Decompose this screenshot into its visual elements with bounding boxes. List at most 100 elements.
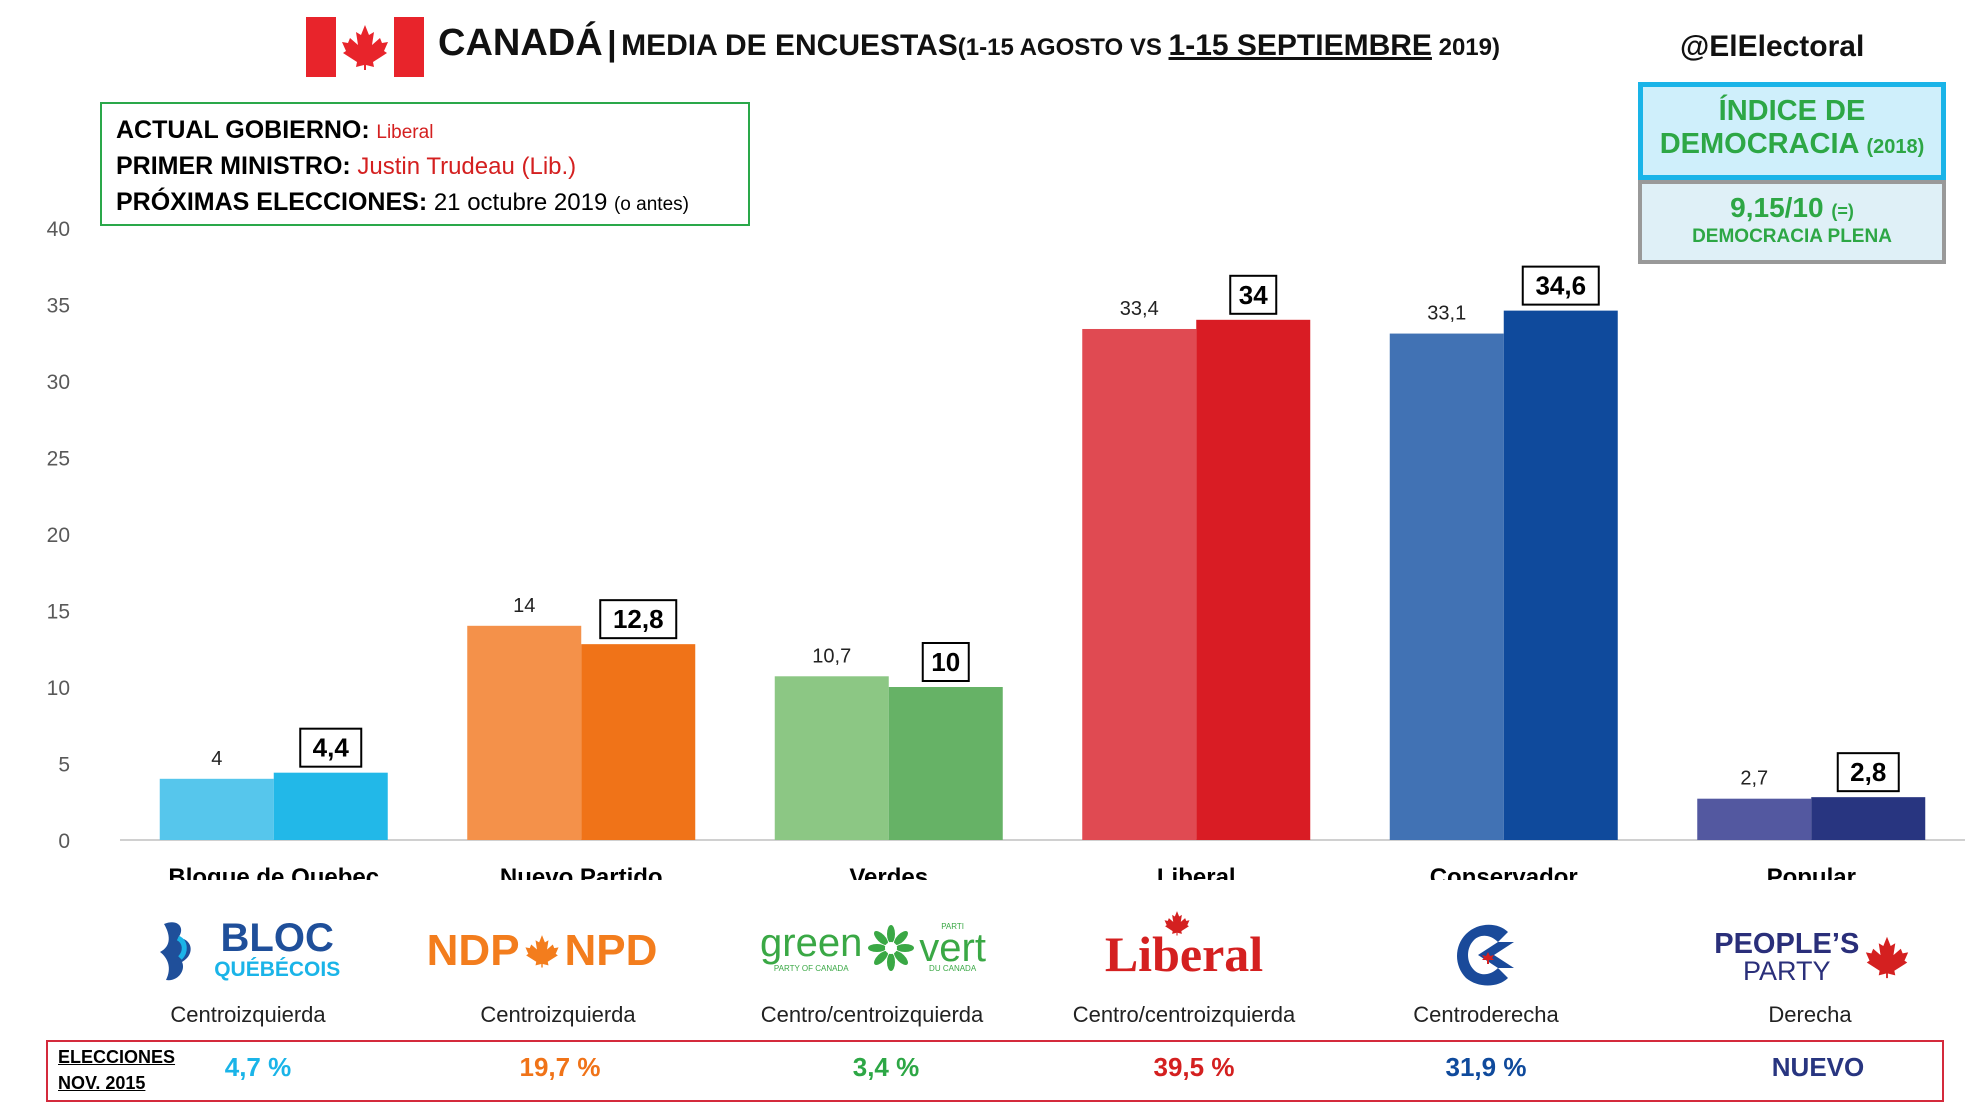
bars-group [159,310,1926,840]
democracy-category: DEMOCRACIA PLENA [1692,226,1892,247]
ndp-npd-logo: NDP NPD [422,926,662,998]
peoples-party-logo: PEOPLE’S PARTY [1690,930,1934,1002]
green-party-logo: green PARTY OF CANADA PARTI vert DU CANA… [742,922,1004,994]
liberal-maple-leaf-icon [1164,911,1190,936]
bloc-quebecois-logo: BLOC QUÉBÉCOIS [128,918,368,990]
elections-note: (o antes) [613,194,689,215]
ideology-popular: Derecha [1768,1002,1852,1027]
category-label: Liberal [1157,864,1236,880]
pm-row: PRIMER MINISTRO: Justin Trudeau (Lib.) [116,148,734,184]
y-tick-label: 35 [47,295,70,318]
democracy-index-header: ÍNDICE DE DEMOCRACIA (2018) [1638,82,1946,180]
gov-row: ACTUAL GOBIERNO: Liberal [116,112,734,148]
data-label: 33,1 [1427,303,1466,325]
conservative-party-logo [1365,920,1605,992]
bar [273,772,388,840]
pm-label: PRIMER MINISTRO: [116,152,351,180]
bar [1697,798,1812,840]
data-label-box [1521,265,1600,306]
title-main: MEDIA DE ENCUESTAS [621,29,958,62]
bloc-logo-subtext: QUÉBÉCOIS [214,958,341,981]
democracy-index-score-box: 9,15/10 (=) DEMOCRACIA PLENA [1638,180,1946,264]
democracy-change: (=) [1831,201,1854,221]
gov-label: ACTUAL GOBIERNO: [116,116,370,144]
title-separator: | [607,25,617,63]
elections-label-line2: NOV. 2015 [58,1073,146,1093]
elections-2015-label: ELECCIONES NOV. 2015 [58,1044,175,1096]
data-label: 4 [211,748,222,770]
author-handle: @ElElectoral [1680,30,1865,63]
conservative-c-icon [1457,924,1514,986]
democracy-title-line1: ÍNDICE DE [1718,95,1866,127]
bar [159,778,274,840]
elections-label-line1: ELECCIONES [58,1047,176,1067]
gov-value: Liberal [376,122,434,143]
poll-bar-chart: 0 5 10 15 20 25 30 35 40 4 4,4 14 12,8 10,7 10 33,4 34 3… [47,218,1965,880]
result-2015-ndp: 19,7 % [519,1052,601,1082]
party-logo-text: PARTY [1743,956,1831,986]
democracy-score: 9,15/10 [1730,192,1824,223]
peoples-maple-leaf-icon [1865,936,1908,979]
data-label-boxed: 4,4 [313,733,350,763]
elections-row: PRÓXIMAS ELECCIONES: 21 octubre 2019 (o … [116,184,734,220]
data-label-boxed: 34,6 [1535,271,1586,301]
bar [1811,797,1926,840]
category-label: Nuevo Partido [500,864,663,880]
liberal-logo-text: Liberal [1104,926,1264,982]
y-tick-label: 10 [47,677,70,700]
data-label: 33,4 [1120,298,1159,320]
category-label: Verdes [849,864,928,880]
maple-leaf-icon [525,935,559,968]
pm-value: Justin Trudeau (Lib.) [357,153,577,180]
ideology-bloc: Centroizquierda [170,1002,326,1027]
ideology-ndp: Centroizquierda [480,1002,636,1027]
result-2015-bloc: 4,7 % [224,1052,292,1082]
y-tick-label: 15 [47,601,70,624]
bar [581,644,696,840]
y-tick-label: 20 [47,524,70,547]
result-2015-popular: NUEVO [1771,1052,1865,1082]
y-tick-label: 30 [47,371,70,394]
green-flower-icon [867,925,914,971]
elections-value: 21 octubre 2019 [433,189,608,216]
bar [1082,328,1197,840]
data-label-box [599,599,678,640]
title-period-current: 1-15 SEPTIEMBRE [1168,29,1432,62]
result-2015-green: 3,4 % [852,1052,920,1082]
data-label-box [1229,274,1278,315]
data-label-boxed: 2,8 [1850,757,1886,787]
category-label: Popular [1767,864,1856,880]
green-logo-text: green [760,921,863,965]
data-label: 2,7 [1740,768,1768,790]
page-title: CANADÁ | MEDIA DE ENCUESTAS(1-15 AGOSTO … [438,22,1500,72]
ideology-conservative: Centroderecha [1413,1002,1559,1027]
category-label: Conservador [1430,864,1578,880]
result-2015-liberal: 39,5 % [1153,1052,1235,1082]
data-label-box [1836,752,1900,793]
y-tick-label: 25 [47,448,70,471]
bar [1503,310,1618,840]
data-labels-group: 4 4,4 14 12,8 10,7 10 33,4 34 33,1 34,6 2,7 2,8 [211,265,1900,793]
peoples-logo-text: PEOPLE’S [1714,928,1860,960]
democracy-score-line: 9,15/10 (=) [1642,192,1942,224]
liberal-party-logo: Liberal [1064,910,1304,982]
data-label-box [299,727,363,768]
canada-flag-icon [306,17,424,77]
bar [1389,333,1504,840]
bar [467,625,582,840]
category-label: Bloque de Quebec [168,864,379,880]
y-tick-label: 5 [58,754,70,777]
data-label-box [921,642,970,682]
democracy-year: (2018) [1866,136,1925,158]
bar [888,687,1003,840]
title-period-open: (1-15 AGOSTO VS [957,34,1169,61]
y-tick-label: 40 [47,218,70,241]
vert-logo-pretext: PARTI [941,922,965,931]
vert-logo-text: vert [919,926,986,970]
bar [774,676,889,840]
data-label-boxed: 12,8 [613,604,664,634]
data-label-boxed: 10 [931,647,960,677]
ndp-logo-text: NDP [426,926,520,975]
green-logo-subtext: PARTY OF CANADA [773,964,849,973]
